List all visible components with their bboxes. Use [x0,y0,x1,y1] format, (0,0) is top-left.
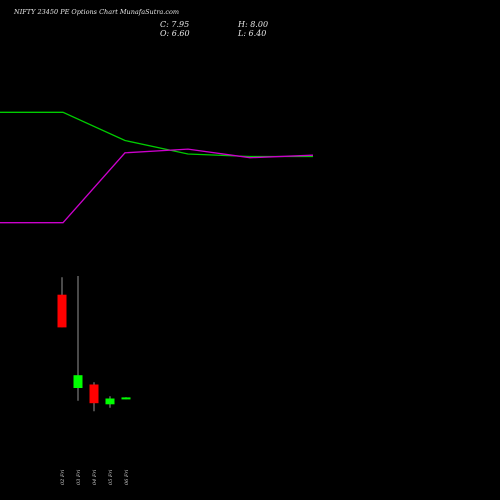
open-value: O: 6.60 [160,29,190,38]
candle-body [105,398,115,405]
x-tick-label: 06 Fri [124,469,130,485]
x-tick-label: 04 Fri [92,469,98,485]
close-value: C: 7.95 [160,20,190,29]
x-tick-label: 03 Fri [76,469,82,485]
low-value: L: 6.40 [238,29,267,38]
chart-title: NIFTY 23450 PE Options Chart MunafaSutra… [14,8,180,16]
candle-body [121,397,131,400]
line-series-1 [0,111,313,158]
x-tick-label: 02 Fri [60,469,66,485]
candle-body [73,375,83,388]
line-series-2 [0,148,314,224]
candle-body [89,384,99,404]
high-value: H: 8.00 [238,20,269,29]
candle-body [57,294,67,328]
x-tick-label: 05 Fri [108,469,114,485]
